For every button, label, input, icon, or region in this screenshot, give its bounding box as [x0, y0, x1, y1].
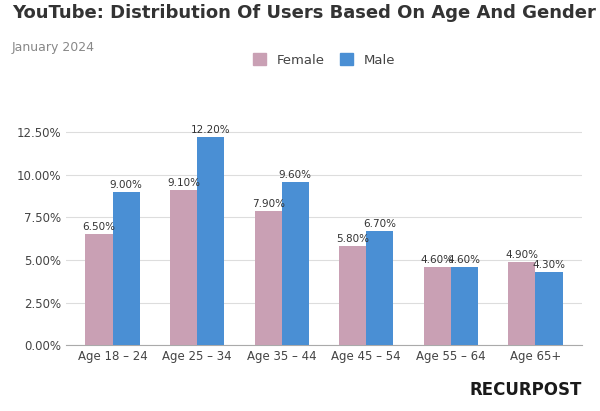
- Text: 4.30%: 4.30%: [533, 260, 566, 270]
- Bar: [339, 246, 366, 345]
- Bar: [254, 210, 282, 345]
- Text: 9.00%: 9.00%: [110, 180, 142, 190]
- Text: 12.20%: 12.20%: [191, 125, 230, 135]
- Text: 9.60%: 9.60%: [279, 169, 312, 180]
- Text: 7.90%: 7.90%: [251, 199, 284, 208]
- Text: 6.70%: 6.70%: [364, 219, 397, 229]
- Bar: [366, 231, 394, 345]
- Text: 9.10%: 9.10%: [167, 178, 200, 188]
- Text: 4.60%: 4.60%: [421, 255, 454, 265]
- Text: 6.50%: 6.50%: [82, 222, 115, 232]
- Legend: Female, Male: Female, Male: [247, 48, 401, 72]
- Text: 5.80%: 5.80%: [336, 234, 369, 244]
- Bar: [113, 192, 140, 345]
- Text: RECURPOST: RECURPOST: [470, 381, 582, 399]
- Bar: [197, 137, 224, 345]
- Bar: [451, 267, 478, 345]
- Bar: [508, 262, 535, 345]
- Text: 4.90%: 4.90%: [505, 249, 538, 260]
- Text: 4.60%: 4.60%: [448, 255, 481, 265]
- Bar: [85, 234, 113, 345]
- Text: YouTube: Distribution Of Users Based On Age And Gender: YouTube: Distribution Of Users Based On …: [12, 4, 596, 22]
- Text: January 2024: January 2024: [12, 41, 95, 54]
- Bar: [170, 190, 197, 345]
- Bar: [535, 272, 563, 345]
- Bar: [424, 267, 451, 345]
- Bar: [282, 182, 309, 345]
